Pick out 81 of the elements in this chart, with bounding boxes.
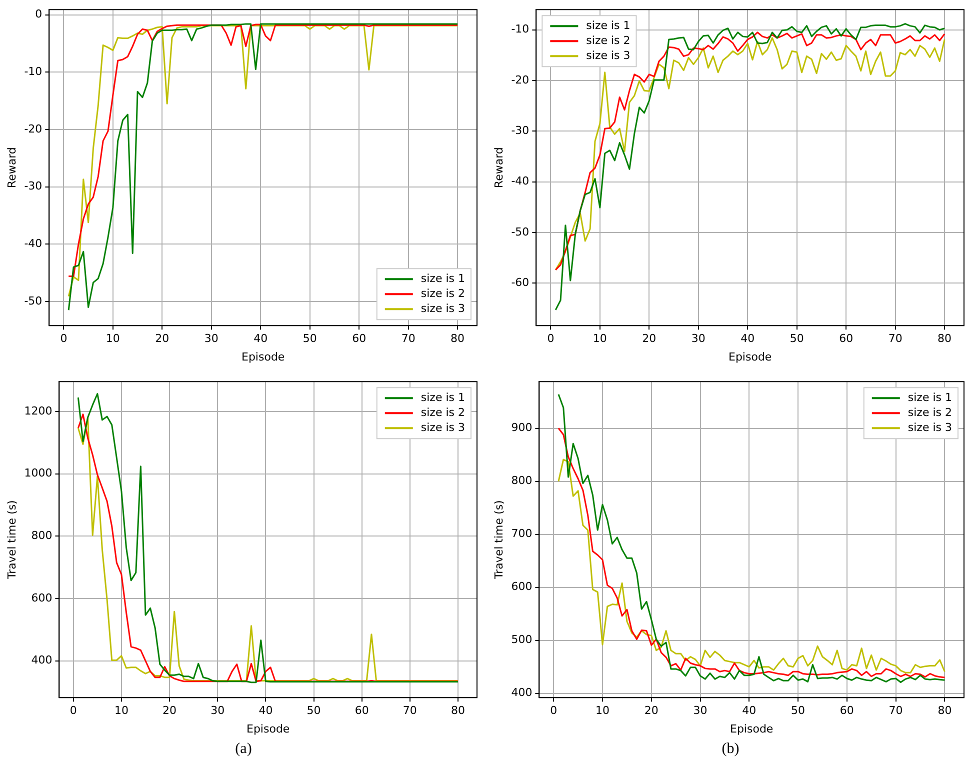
x-tick-label: 20 — [162, 704, 177, 718]
y-tick-label: -40 — [511, 174, 530, 188]
legend-label: size is 1 — [420, 390, 465, 404]
x-tick-label: 50 — [790, 332, 804, 346]
x-tick-label: 80 — [451, 704, 466, 718]
x-tick-label: 40 — [254, 332, 268, 346]
y-tick-label: 900 — [511, 421, 532, 434]
legend-label: size is 1 — [420, 272, 465, 285]
y-tick-label: 1000 — [24, 466, 52, 480]
y-axis-title: Reward — [5, 147, 18, 188]
x-tick-label: 60 — [839, 332, 854, 346]
legend-label: size is 1 — [908, 390, 952, 404]
x-tick-label: 50 — [791, 704, 806, 718]
x-tick-label: 40 — [742, 704, 756, 718]
legend-label: size is 3 — [420, 302, 465, 315]
x-tick-label: 60 — [840, 704, 854, 718]
y-tick-label: -20 — [24, 122, 42, 136]
x-tick-label: 60 — [352, 332, 366, 346]
x-tick-label: 20 — [644, 704, 658, 718]
legend-label: size is 2 — [908, 406, 952, 419]
x-tick-label: 70 — [888, 704, 903, 718]
y-tick-label: 800 — [31, 529, 52, 542]
text: (b) — [720, 740, 740, 759]
x-tick-label: 80 — [938, 704, 952, 718]
y-tick-label: -50 — [511, 225, 530, 238]
legend-label: size is 2 — [420, 406, 465, 419]
x-tick-label: 70 — [402, 704, 417, 718]
x-tick-label: 10 — [596, 704, 610, 718]
y-tick-label: 400 — [31, 654, 52, 667]
x-tick-label: 40 — [740, 332, 755, 346]
y-axis-title: Travel time (s) — [5, 500, 18, 580]
text: (a) — [234, 740, 253, 759]
legend-label: size is 3 — [420, 420, 465, 434]
legend-label: size is 2 — [586, 34, 630, 47]
y-axis-title: Travel time (s) — [492, 500, 506, 580]
x-tick-label: 10 — [114, 704, 128, 718]
x-axis-title: Episode — [728, 350, 772, 364]
legend-label: size is 3 — [586, 48, 630, 62]
x-tick-label: 80 — [450, 332, 465, 346]
x-tick-label: 10 — [106, 332, 120, 346]
y-tick-label: -40 — [24, 237, 42, 250]
x-tick-label: 30 — [691, 332, 706, 346]
x-tick-label: 40 — [258, 704, 273, 718]
x-tick-label: 0 — [60, 332, 68, 346]
x-tick-label: 70 — [401, 332, 416, 346]
y-tick-label: -60 — [511, 276, 530, 289]
y-tick-label: 400 — [511, 686, 532, 700]
x-tick-label: 50 — [302, 332, 317, 346]
y-tick-label: 700 — [511, 527, 532, 540]
x-tick-label: 10 — [592, 332, 607, 346]
x-axis-title: Episode — [730, 722, 774, 736]
y-tick-label: 500 — [511, 633, 532, 646]
legend-label: size is 3 — [908, 420, 952, 434]
x-tick-label: 0 — [550, 704, 558, 718]
y-tick-label: 800 — [511, 474, 532, 488]
x-tick-label: 0 — [70, 704, 77, 718]
x-axis-title: Episode — [246, 722, 290, 736]
x-tick-label: 30 — [693, 704, 708, 718]
y-tick-label: -10 — [511, 22, 530, 36]
y-tick-label: 600 — [511, 580, 532, 594]
y-axis-title: Reward — [492, 147, 506, 188]
legend-label: size is 1 — [586, 18, 630, 32]
x-tick-label: 70 — [888, 332, 902, 346]
x-tick-label: 20 — [642, 332, 656, 346]
x-axis-title: Episode — [241, 350, 285, 364]
y-tick-label: -50 — [24, 294, 42, 308]
y-tick-label: 0 — [35, 8, 42, 21]
y-tick-label: -10 — [24, 64, 42, 78]
y-tick-label: -20 — [511, 73, 530, 86]
legend-label: size is 2 — [420, 286, 465, 300]
x-tick-label: 50 — [306, 704, 321, 718]
y-tick-label: 1200 — [24, 404, 52, 418]
x-tick-label: 30 — [204, 332, 218, 346]
y-tick-label: -30 — [24, 180, 42, 193]
x-tick-label: 60 — [354, 704, 369, 718]
x-tick-label: 20 — [155, 332, 170, 346]
x-tick-label: 0 — [547, 332, 554, 346]
x-tick-label: 30 — [210, 704, 225, 718]
y-tick-label: -30 — [511, 124, 530, 137]
x-tick-label: 80 — [938, 332, 952, 346]
y-tick-label: 600 — [31, 591, 52, 604]
